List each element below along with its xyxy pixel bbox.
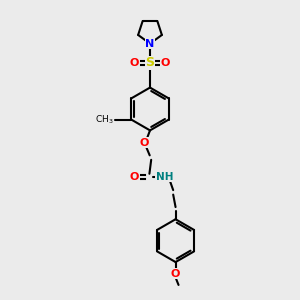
Text: O: O [171, 269, 180, 279]
Text: CH$_3$: CH$_3$ [95, 113, 114, 126]
Text: O: O [130, 172, 139, 182]
Text: O: O [130, 58, 139, 68]
Text: O: O [140, 138, 149, 148]
Text: NH: NH [155, 172, 173, 182]
Text: O: O [161, 58, 170, 68]
Text: N: N [146, 39, 154, 49]
Text: S: S [146, 56, 154, 69]
